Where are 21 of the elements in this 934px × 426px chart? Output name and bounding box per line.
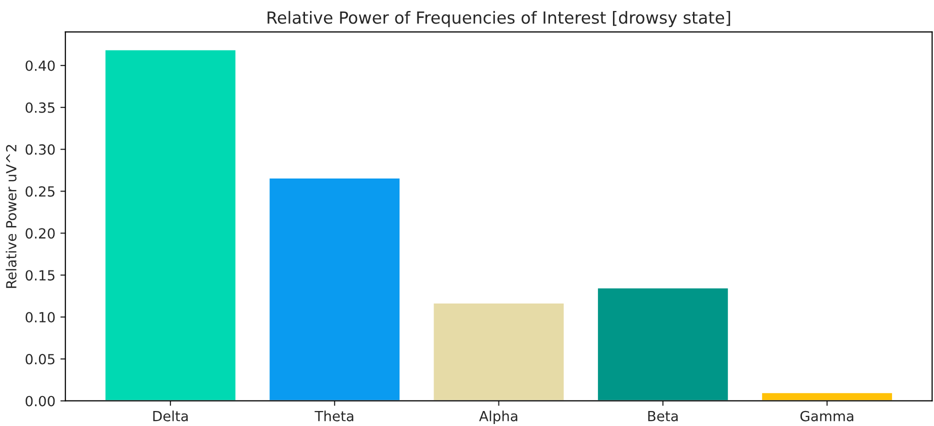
- bar: [104, 48, 237, 401]
- y-tick-label: 0.20: [26, 228, 55, 239]
- y-tick-label: 0.35: [26, 102, 54, 113]
- x-tick-label: Alpha: [479, 410, 518, 424]
- y-tick-label: 0.40: [26, 60, 55, 71]
- chart-title: Relative Power of Frequencies of Interest [drowsy state]: [268, 10, 730, 28]
- x-tick-label: Gamma: [800, 410, 854, 422]
- bar: [268, 177, 401, 401]
- y-tick-label: 0.00: [26, 396, 55, 406]
- y-tick-label: 0.15: [26, 270, 54, 281]
- x-tick-label: Delta: [153, 410, 188, 422]
- x-tick-label: Theta: [314, 410, 354, 422]
- bar: [432, 302, 566, 401]
- y-tick-label: 0.05: [26, 354, 54, 364]
- bar: [596, 286, 730, 401]
- bar: [760, 392, 894, 401]
- y-tick-label: 0.30: [26, 144, 55, 155]
- y-tick-label: 0.25: [26, 186, 54, 197]
- y-axis-title: Relative Power uV^2: [6, 145, 16, 288]
- x-tick-label: Beta: [648, 411, 678, 422]
- y-tick-label: 0.10: [26, 312, 55, 322]
